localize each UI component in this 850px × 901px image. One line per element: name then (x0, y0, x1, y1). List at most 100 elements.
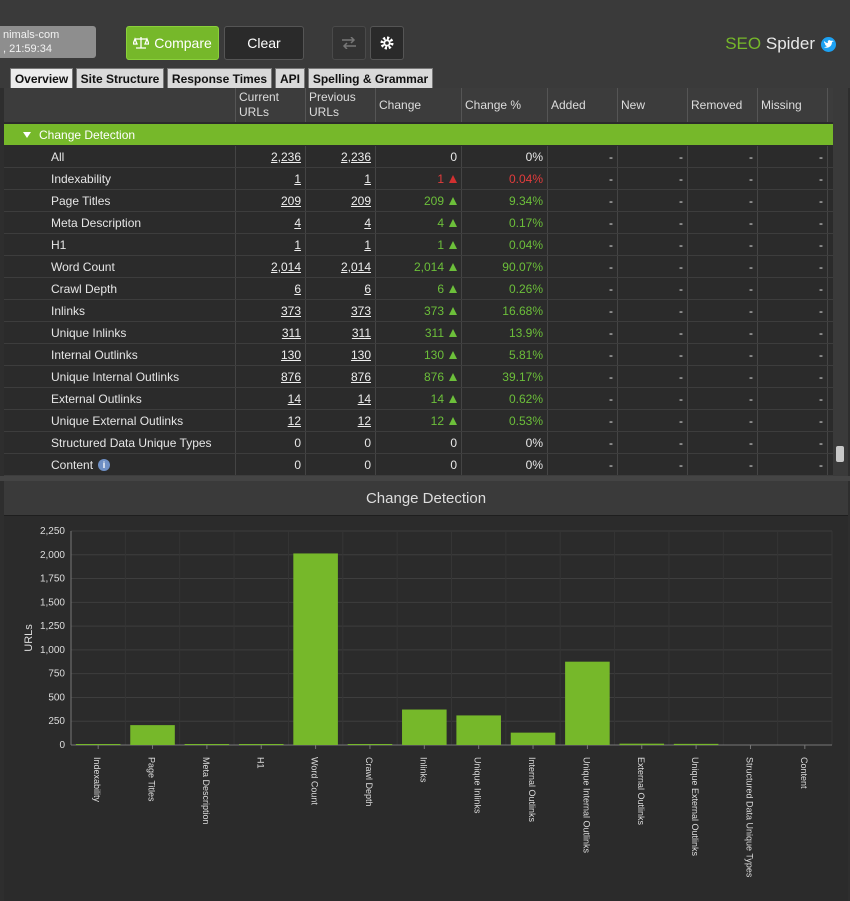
cell-current[interactable]: 209 (236, 190, 306, 211)
table-row[interactable]: Unique Inlinks 311 311 311 13.9% - - - - (4, 322, 833, 344)
table-row[interactable]: Content i 0 0 0 0% - - - - (4, 454, 833, 476)
table-scrollbar[interactable] (833, 88, 848, 476)
cell-pct: 0.17% (462, 212, 548, 233)
header-change-pct[interactable]: Change % (462, 88, 548, 122)
cell-current[interactable]: 14 (236, 388, 306, 409)
cell-previous[interactable]: 209 (306, 190, 376, 211)
twitter-icon[interactable] (821, 36, 836, 52)
previous-value[interactable]: 311 (351, 325, 371, 340)
table-row[interactable]: All 2,236 2,236 0 0% - - - - (4, 146, 833, 168)
table-row[interactable]: Crawl Depth 6 6 6 0.26% - - - - (4, 278, 833, 300)
cell-previous[interactable]: 373 (306, 300, 376, 321)
header-current-urls[interactable]: Current URLs (236, 88, 306, 122)
table-row[interactable]: Page Titles 209 209 209 9.34% - - - - (4, 190, 833, 212)
cell-previous[interactable]: 311 (306, 322, 376, 343)
chevron-down-icon[interactable] (23, 131, 31, 138)
current-value[interactable]: 1 (294, 171, 301, 186)
header-added[interactable]: Added (548, 88, 618, 122)
table-row[interactable]: Structured Data Unique Types 0 0 0 0% - - - - (4, 432, 833, 454)
settings-button[interactable] (370, 26, 404, 60)
header-change[interactable]: Change (376, 88, 462, 122)
previous-value[interactable]: 130 (350, 347, 371, 362)
previous-value[interactable]: 1 (364, 237, 371, 252)
table-row[interactable]: Unique Internal Outlinks 876 876 876 39.17% -… (4, 366, 833, 388)
cell-current[interactable]: 6 (236, 278, 306, 299)
current-value[interactable]: 209 (280, 193, 301, 208)
cell-current[interactable]: 1 (236, 168, 306, 189)
row-label: Internal Outlinks (4, 344, 236, 365)
cell-added: - (548, 454, 618, 475)
tab-spelling-grammar[interactable]: Spelling & Grammar (308, 68, 433, 88)
table-row[interactable]: Internal Outlinks 130 130 130 5.81% - - - - (4, 344, 833, 366)
row-label-text: Structured Data Unique Types (51, 435, 212, 450)
header-previous-urls[interactable]: Previous URLs (306, 88, 376, 122)
tab-overview[interactable]: Overview (10, 68, 73, 88)
table-row[interactable]: H1 1 1 1 0.04% - - - - (4, 234, 833, 256)
cell-previous[interactable]: 130 (306, 344, 376, 365)
cell-current[interactable]: 2,014 (236, 256, 306, 277)
clear-button[interactable]: Clear (224, 26, 304, 60)
cell-current[interactable]: 12 (236, 410, 306, 431)
cell-previous[interactable]: 2,236 (306, 146, 376, 167)
header-removed[interactable]: Removed (688, 88, 758, 122)
cell-previous[interactable]: 12 (306, 410, 376, 431)
compare-button[interactable]: Compare (126, 26, 219, 60)
current-value[interactable]: 373 (280, 303, 301, 318)
panel-splitter[interactable] (0, 476, 850, 481)
current-value[interactable]: 12 (287, 413, 301, 428)
tab-site-structure[interactable]: Site Structure (76, 68, 164, 88)
section-row-change-detection[interactable]: Change Detection (4, 124, 833, 145)
table-row[interactable]: Unique External Outlinks 12 12 12 0.53% - - - - (4, 410, 833, 432)
cell-previous[interactable]: 1 (306, 234, 376, 255)
cell-missing: - (758, 410, 828, 431)
cell-current[interactable]: 1 (236, 234, 306, 255)
current-value[interactable]: 4 (294, 215, 301, 230)
previous-value[interactable]: 209 (350, 193, 371, 208)
previous-value[interactable]: 4 (364, 215, 371, 230)
table-row[interactable]: Inlinks 373 373 373 16.68% - - - - (4, 300, 833, 322)
swap-button[interactable] (332, 26, 366, 60)
cell-change: 209 (376, 190, 462, 211)
cell-current[interactable]: 130 (236, 344, 306, 365)
previous-value[interactable]: 14 (357, 391, 371, 406)
previous-value[interactable]: 1 (364, 171, 371, 186)
tab-response-times[interactable]: Response Times (167, 68, 272, 88)
current-value[interactable]: 2,236 (270, 149, 301, 164)
cell-previous[interactable]: 876 (306, 366, 376, 387)
header-new[interactable]: New (618, 88, 688, 122)
scrollbar-thumb[interactable] (836, 446, 844, 462)
cell-previous[interactable]: 14 (306, 388, 376, 409)
table-row[interactable]: Meta Description 4 4 4 0.17% - - - - (4, 212, 833, 234)
previous-value[interactable]: 373 (350, 303, 371, 318)
tab-api[interactable]: API (275, 68, 305, 88)
cell-previous[interactable]: 6 (306, 278, 376, 299)
table-row[interactable]: Indexability 1 1 1 0.04% - - - - (4, 168, 833, 190)
cell-current[interactable]: 876 (236, 366, 306, 387)
current-value[interactable]: 876 (280, 369, 301, 384)
cell-current[interactable]: 4 (236, 212, 306, 233)
previous-value[interactable]: 876 (350, 369, 371, 384)
current-value[interactable]: 130 (280, 347, 301, 362)
previous-value[interactable]: 2,014 (340, 259, 371, 274)
current-value[interactable]: 2,014 (270, 259, 301, 274)
info-icon[interactable]: i (98, 458, 111, 471)
previous-value[interactable]: 2,236 (340, 149, 371, 164)
current-value[interactable]: 1 (294, 237, 301, 252)
current-value[interactable]: 6 (294, 281, 301, 296)
current-value[interactable]: 14 (287, 391, 301, 406)
header-label-column[interactable] (4, 88, 236, 122)
cell-current[interactable]: 373 (236, 300, 306, 321)
table-row[interactable]: Word Count 2,014 2,014 2,014 90.07% - - - - (4, 256, 833, 278)
cell-previous[interactable]: 4 (306, 212, 376, 233)
cell-previous[interactable]: 1 (306, 168, 376, 189)
cell-current[interactable]: 311 (236, 322, 306, 343)
table-row[interactable]: External Outlinks 14 14 14 0.62% - - - - (4, 388, 833, 410)
previous-value[interactable]: 6 (364, 281, 371, 296)
cell-previous[interactable]: 2,014 (306, 256, 376, 277)
pct-value: 90.07% (502, 259, 543, 274)
previous-value[interactable]: 12 (357, 413, 371, 428)
header-missing[interactable]: Missing (758, 88, 828, 122)
crawl-selector[interactable]: nimals-com , 21:59:34 (0, 26, 96, 58)
cell-current[interactable]: 2,236 (236, 146, 306, 167)
current-value[interactable]: 311 (281, 325, 301, 340)
